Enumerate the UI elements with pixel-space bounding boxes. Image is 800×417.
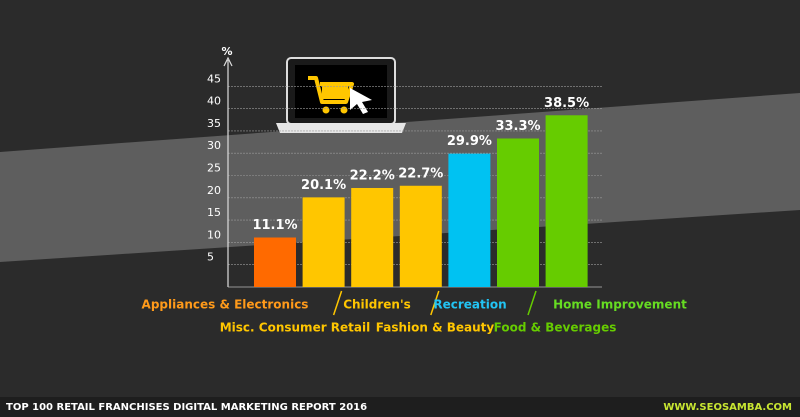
x-tick-label: Recreation (433, 298, 506, 312)
y-tick-label: 10 (207, 228, 221, 241)
y-tick-label: 25 (207, 162, 221, 175)
bar (351, 187, 394, 287)
y-axis-label: % (221, 45, 232, 58)
x-tick-label: Home Improvement (553, 298, 687, 312)
y-tick-label: 40 (207, 95, 221, 108)
bar (302, 197, 345, 287)
label-connector (430, 290, 440, 316)
label-connector (332, 290, 343, 316)
diagonal-band (0, 93, 800, 262)
footer-title: TOP 100 RETAIL FRANCHISES DIGITAL MARKET… (6, 402, 367, 413)
x-tick-label: Fashion & Beauty (376, 321, 495, 335)
bar (399, 185, 442, 287)
x-tick-label: Misc. Consumer Retail (220, 321, 371, 335)
value-label: 22.7% (398, 166, 443, 181)
x-tick-label: Food & Beverages (494, 321, 617, 335)
y-axis-arrow (223, 56, 233, 67)
y-tick-label: 45 (207, 72, 221, 85)
value-label: 29.9% (447, 134, 492, 149)
bar (497, 138, 539, 287)
bar (254, 237, 296, 287)
x-tick-label: Children's (343, 298, 411, 312)
y-tick-label: 15 (207, 206, 221, 219)
value-label: 11.1% (252, 218, 297, 233)
y-tick-label: 35 (207, 117, 221, 130)
y-tick-label: 30 (207, 139, 221, 152)
y-tick-label: 5 (207, 251, 214, 264)
bar (545, 115, 588, 287)
value-label: 38.5% (544, 96, 589, 111)
label-connector (527, 290, 537, 316)
x-tick-label: Appliances & Electronics (142, 298, 309, 312)
value-label: 33.3% (495, 119, 540, 134)
bar (448, 153, 491, 287)
footer-url: WWW.SEOSAMBA.COM (663, 402, 792, 413)
value-label: 20.1% (301, 178, 346, 193)
footer-bar (0, 397, 800, 417)
laptop-icon (276, 57, 406, 133)
y-tick-label: 20 (207, 184, 221, 197)
value-label: 22.2% (350, 168, 395, 183)
